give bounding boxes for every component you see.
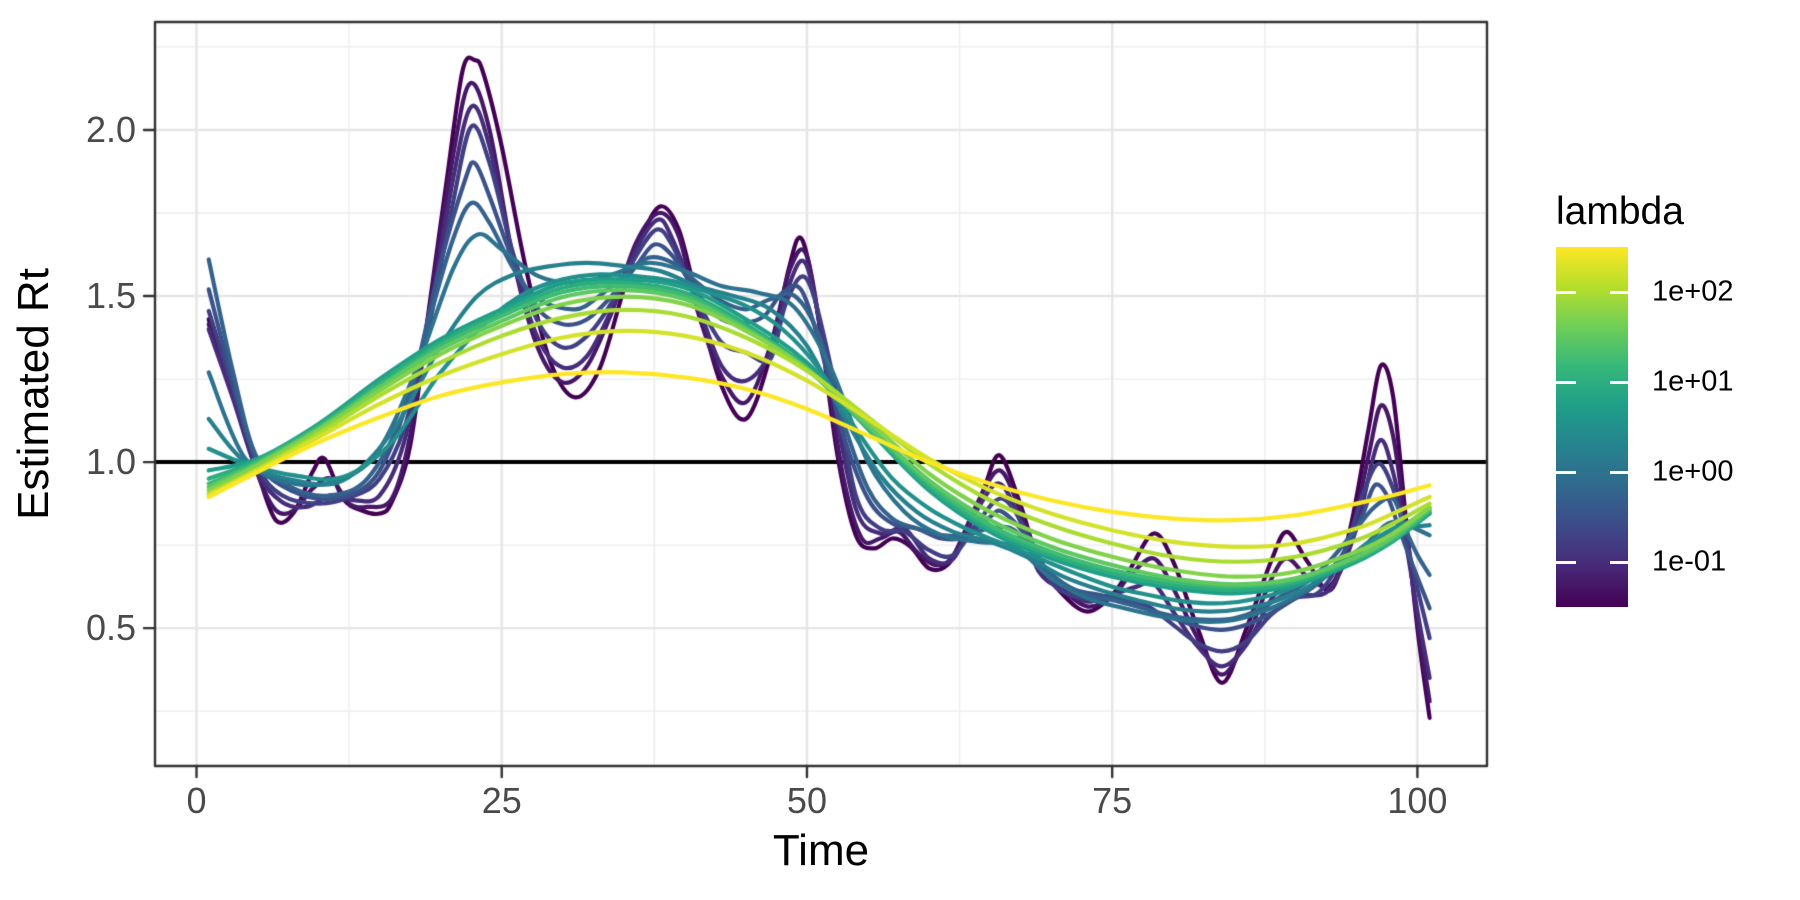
legend-label: 1e+01 — [1652, 365, 1734, 398]
legend-tick — [1610, 380, 1628, 384]
legend-tick — [1556, 470, 1576, 474]
x-tick-label: 50 — [786, 780, 827, 821]
x-tick-label: 75 — [1092, 780, 1133, 821]
y-axis-title: Estimated Rt — [9, 268, 58, 520]
x-tick-label: 25 — [481, 780, 522, 821]
legend-tick — [1610, 290, 1628, 294]
x-axis-title: Time — [772, 826, 870, 875]
y-tick-label: 0.5 — [85, 607, 136, 649]
legend-tick — [1610, 470, 1628, 474]
y-tick-label: 2.0 — [85, 108, 136, 150]
legend-label: 1e+00 — [1652, 455, 1734, 488]
x-tick-label: 0 — [186, 780, 207, 821]
legend-colorbar — [1556, 247, 1628, 607]
legend-tick — [1556, 290, 1576, 294]
legend-tick — [1556, 560, 1576, 564]
x-tick-label: 100 — [1387, 780, 1448, 821]
y-tick-label: 1.5 — [85, 275, 136, 317]
y-tick-label: 1.0 — [85, 441, 136, 483]
legend-title: lambda — [1556, 190, 1684, 233]
legend-tick — [1556, 380, 1576, 384]
legend-tick — [1610, 560, 1628, 564]
legend-label: 1e-01 — [1652, 545, 1727, 578]
legend-label: 1e+02 — [1652, 275, 1734, 308]
